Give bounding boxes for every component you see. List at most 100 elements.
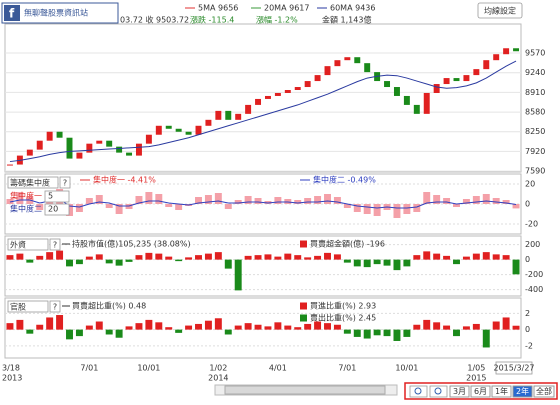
bar <box>195 197 202 204</box>
candle <box>513 48 520 52</box>
year-label: 2013 <box>2 374 22 383</box>
bar <box>343 204 351 208</box>
fb-icon <box>4 5 20 21</box>
candle <box>26 149 33 156</box>
selector[interactable] <box>7 300 49 313</box>
bar <box>333 197 341 204</box>
bar <box>512 204 520 209</box>
candle <box>413 104 420 114</box>
bar <box>224 329 232 335</box>
bar <box>443 198 451 204</box>
help-box[interactable] <box>59 176 71 189</box>
bar <box>462 199 470 204</box>
bar <box>105 329 113 335</box>
range-button[interactable] <box>491 385 512 398</box>
bar <box>403 259 411 267</box>
input-box[interactable] <box>44 190 70 203</box>
bar <box>75 329 83 337</box>
candle <box>6 164 13 166</box>
bar <box>502 255 510 260</box>
legend-square <box>300 314 307 322</box>
bar <box>85 198 93 204</box>
candle <box>255 98 262 105</box>
range-button[interactable] <box>449 385 470 398</box>
panel-frame <box>4 297 522 359</box>
bar <box>204 253 212 260</box>
ma-button[interactable] <box>477 2 523 19</box>
y-tick-label: 200 <box>525 240 540 249</box>
range-button-label: 全部 <box>536 386 552 396</box>
bar <box>393 204 401 218</box>
candle <box>354 57 361 64</box>
candle <box>443 78 450 85</box>
bar <box>294 327 302 330</box>
bar <box>314 255 322 260</box>
candle <box>145 134 152 144</box>
bar <box>175 329 183 333</box>
selector[interactable] <box>7 238 49 251</box>
bar <box>284 325 292 330</box>
candle <box>284 90 291 93</box>
selector-label: 官股 <box>10 302 26 312</box>
help-box[interactable] <box>49 300 61 313</box>
zoom-in[interactable] <box>429 385 448 398</box>
candle <box>56 131 63 138</box>
legend-text: 集中度一 -4.41% <box>93 175 156 185</box>
candle <box>135 143 142 156</box>
bar <box>492 198 500 204</box>
bar <box>294 255 302 260</box>
bar <box>56 250 64 260</box>
candle <box>235 113 242 120</box>
date-box <box>495 361 533 375</box>
range-button[interactable] <box>470 385 491 398</box>
help-box[interactable] <box>49 238 61 251</box>
bar <box>155 253 163 260</box>
bar <box>353 204 361 212</box>
candle <box>384 81 391 88</box>
bar <box>75 204 83 212</box>
bar <box>6 323 14 330</box>
bar <box>333 254 341 260</box>
bar <box>333 324 341 330</box>
input-value: 5 <box>48 192 53 201</box>
range-button[interactable] <box>533 385 555 398</box>
y-tick-label: 8580 <box>525 108 545 117</box>
range-button[interactable] <box>512 385 533 398</box>
bar <box>453 204 460 207</box>
candle <box>503 48 510 55</box>
fb-badge[interactable] <box>1 2 119 24</box>
bar <box>343 329 351 334</box>
bar <box>125 326 133 330</box>
y-tick-label: 0 <box>525 255 530 264</box>
bar <box>214 193 222 204</box>
candle <box>364 63 371 73</box>
selector[interactable] <box>7 176 59 189</box>
candle <box>66 137 73 159</box>
candle <box>36 140 43 150</box>
candle <box>175 128 182 132</box>
y-tick-label: -2 <box>525 341 533 350</box>
candle <box>76 152 83 159</box>
bar <box>105 204 113 208</box>
bar <box>393 259 401 271</box>
fb-f: f <box>9 7 15 21</box>
candle <box>86 143 93 153</box>
x-tick-label: 1/02 <box>209 364 227 373</box>
zoom-out[interactable] <box>409 385 428 398</box>
stat-text: 漲幅 -1.2% <box>256 15 298 25</box>
candle <box>324 66 331 76</box>
bar <box>185 325 193 330</box>
x-tick-label: 4/01 <box>269 364 287 373</box>
zoom-icon <box>414 387 422 395</box>
year-label: 2015 <box>466 374 486 383</box>
y-tick-label: 0 <box>525 200 530 209</box>
bar <box>135 255 143 260</box>
input-box[interactable] <box>44 203 70 216</box>
bar <box>36 324 44 330</box>
y-tick-label: -200 <box>525 270 543 279</box>
y-tick-label: 9240 <box>525 68 545 77</box>
bar <box>56 315 64 330</box>
bar <box>462 326 470 330</box>
help-label: ? <box>53 241 57 250</box>
scroll-thumb[interactable] <box>224 385 386 395</box>
